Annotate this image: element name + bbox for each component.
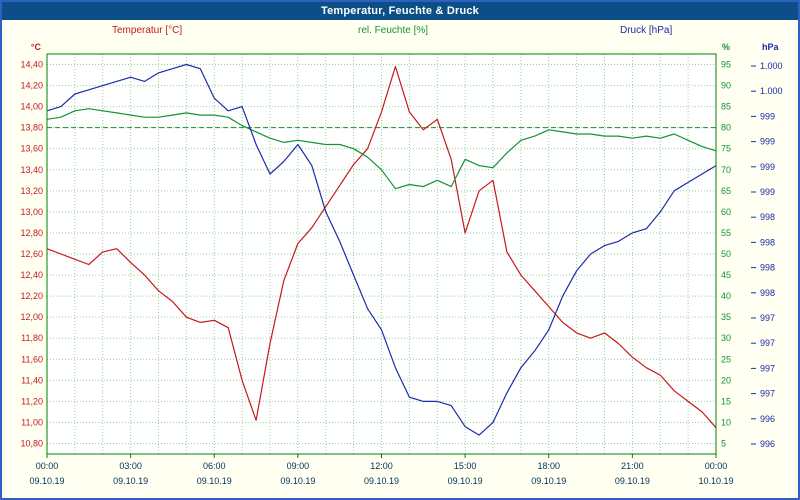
- temperature-series: [46, 66, 717, 429]
- legend-temperature: Temperatur [°C]: [112, 25, 183, 36]
- pressure-axis-unit: hPa: [762, 42, 780, 52]
- x-time-label: 09:00: [287, 461, 310, 471]
- temp-axis-tick-label: 12,60: [20, 249, 43, 259]
- x-date-label: 09.10.19: [448, 476, 483, 486]
- humidity-axis-tick-label: 95: [721, 60, 731, 70]
- temp-axis-tick-label: 13,20: [20, 186, 43, 196]
- temp-axis-tick-label: 12,20: [20, 291, 43, 301]
- humidity-axis-tick-label: 45: [721, 270, 731, 280]
- x-time-label: 21:00: [621, 461, 644, 471]
- humidity-axis-unit: %: [722, 42, 730, 52]
- pressure-axis-tick-label: 997: [760, 313, 775, 323]
- temp-axis-tick-label: 14,40: [20, 60, 43, 70]
- humidity-axis-tick-label: 15: [721, 396, 731, 406]
- pressure-axis-tick-label: 997: [760, 338, 775, 348]
- x-date-label: 09.10.19: [531, 476, 566, 486]
- x-time-label: 06:00: [203, 461, 226, 471]
- humidity-axis-tick-label: 75: [721, 144, 731, 154]
- temp-axis-tick-label: 13,80: [20, 123, 43, 133]
- temp-axis-tick-label: 12,00: [20, 312, 43, 322]
- pressure-axis-tick-label: 998: [760, 237, 775, 247]
- pressure-axis-tick-label: 997: [760, 389, 775, 399]
- chart-plot: 14,40 95 14,20 90 14,00 85 13,80 80 13,60 75 13,40…: [20, 42, 783, 486]
- temp-axis-tick-label: 11,00: [21, 417, 43, 427]
- pressure-series: [46, 63, 717, 436]
- x-time-label: 15:00: [454, 461, 477, 471]
- x-time-label: 12:00: [370, 461, 393, 471]
- window-title: Temperatur, Feuchte & Druck: [320, 5, 479, 17]
- humidity-axis-tick-label: 25: [721, 354, 731, 364]
- humidity-axis-tick-label: 10: [721, 417, 731, 427]
- pressure-axis-tick-label: 998: [760, 263, 775, 273]
- chart-legend: Temperatur [°C] rel. Feuchte [%] Druck […: [2, 25, 798, 39]
- temp-axis-tick-label: 12,80: [20, 228, 43, 238]
- pressure-axis-tick-label: 998: [760, 212, 775, 222]
- pressure-axis-tick-label: 999: [760, 111, 775, 121]
- humidity-axis-tick-label: 90: [721, 81, 731, 91]
- pressure-axis-tick-label: 999: [760, 137, 775, 147]
- pressure-axis-tick-label: 999: [760, 162, 775, 172]
- temp-axis-tick-label: 11,60: [21, 354, 43, 364]
- x-date-label: 09.10.19: [113, 476, 148, 486]
- humidity-axis-tick-label: 65: [721, 186, 731, 196]
- humidity-axis-tick-label: 35: [721, 312, 731, 322]
- temp-axis-tick-label: 13,40: [20, 165, 43, 175]
- legend-humidity: rel. Feuchte [%]: [358, 25, 429, 36]
- temp-axis-tick-label: 14,00: [20, 102, 43, 112]
- x-date-label: 10.10.19: [698, 476, 733, 486]
- x-date-label: 09.10.19: [280, 476, 315, 486]
- humidity-series: [46, 108, 717, 190]
- title-bar: Temperatur, Feuchte & Druck: [2, 2, 798, 20]
- temp-axis-tick-label: 13,60: [20, 144, 43, 154]
- x-time-label: 18:00: [537, 461, 560, 471]
- temp-axis-tick-label: 10,80: [20, 438, 43, 448]
- temp-axis-tick-label: 13,00: [20, 207, 43, 217]
- humidity-axis-tick-label: 80: [721, 123, 731, 133]
- pressure-axis-tick-label: 996: [760, 439, 775, 449]
- pressure-axis-tick-label: 997: [760, 363, 775, 373]
- pressure-axis-tick-label: 996: [760, 414, 775, 424]
- humidity-axis-tick-label: 60: [721, 207, 731, 217]
- legend-pressure: Druck [hPa]: [620, 25, 673, 36]
- temp-axis-tick-label: 11,40: [21, 375, 43, 385]
- pressure-axis-tick-label: 998: [760, 288, 775, 298]
- x-date-label: 09.10.19: [364, 476, 399, 486]
- humidity-axis-tick-label: 5: [721, 438, 726, 448]
- x-date-label: 09.10.19: [197, 476, 232, 486]
- temp-axis-unit: °C: [31, 42, 42, 52]
- humidity-axis-tick-label: 40: [721, 291, 731, 301]
- x-time-label: 00:00: [36, 461, 59, 471]
- x-time-label: 03:00: [119, 461, 142, 471]
- humidity-axis-tick-label: 50: [721, 249, 731, 259]
- pressure-axis-tick-label: 999: [760, 187, 775, 197]
- humidity-axis-tick-label: 30: [721, 333, 731, 343]
- temp-axis-tick-label: 11,80: [21, 333, 43, 343]
- x-date-label: 09.10.19: [615, 476, 650, 486]
- humidity-axis-tick-label: 85: [721, 102, 731, 112]
- temp-axis-tick-label: 11,20: [21, 396, 43, 406]
- humidity-axis-tick-label: 70: [721, 165, 731, 175]
- temp-axis-tick-label: 12,40: [20, 270, 43, 280]
- pressure-axis-tick-label: 1.000: [760, 61, 783, 71]
- pressure-axis-tick-label: 1.000: [760, 86, 783, 96]
- humidity-axis-tick-label: 20: [721, 375, 731, 385]
- temp-axis-tick-label: 14,20: [20, 81, 43, 91]
- x-time-label: 00:00: [705, 461, 728, 471]
- x-date-label: 09.10.19: [29, 476, 64, 486]
- humidity-axis-tick-label: 55: [721, 228, 731, 238]
